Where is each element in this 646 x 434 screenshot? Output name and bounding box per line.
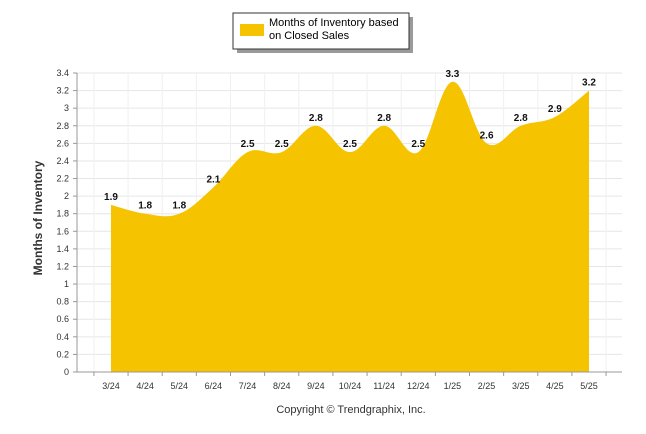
area-fill [111,81,589,373]
data-label: 2.5 [343,139,357,150]
data-label: 2.5 [411,139,425,150]
data-label: 2.8 [377,113,391,124]
x-tick-label: 12/24 [407,381,430,391]
y-axis-ticks: 0 0.2 0.4 0.6 0.8 1 1.2 1.4 1.6 1.8 2 2.2 2.4 2.6 2.8 3… [56,68,77,377]
data-label: 2.5 [275,139,289,150]
y-tick-label: 0.8 [56,297,69,307]
axes [76,73,622,373]
y-tick-label: 1.6 [56,226,69,236]
x-tick-label: 8/24 [273,381,291,391]
y-tick-label: 1.8 [56,209,69,219]
x-tick-label: 5/24 [171,381,189,391]
x-tick-label: 1/25 [444,381,462,391]
y-tick-label: 3 [64,103,69,113]
x-tick-label: 7/24 [239,381,257,391]
data-label: 3.2 [582,78,596,89]
y-tick-label: 0.2 [56,349,69,359]
data-label: 1.8 [138,201,152,212]
data-label: 2.8 [309,113,323,124]
legend-swatch [240,24,264,36]
x-tick-label: 9/24 [307,381,325,391]
y-tick-label: 1.2 [56,261,69,271]
x-tick-label: 2/25 [478,381,496,391]
y-tick-label: 2.6 [56,138,69,148]
y-tick-label: 2.8 [56,121,69,131]
y-tick-label: 2 [64,191,69,201]
data-label: 1.8 [172,201,186,212]
legend-label-line-1: Months of Inventory based [269,17,399,29]
y-tick-label: 0.6 [56,314,69,324]
x-tick-label: 5/25 [580,381,598,391]
area-series [111,81,589,373]
y-tick-label: 1 [64,279,69,289]
copyright-footer: Copyright © Trendgraphix, Inc. [276,404,425,416]
data-label: 3.3 [445,69,459,80]
y-tick-label: 3.4 [56,68,69,78]
data-label: 2.1 [206,174,220,185]
x-tick-label: 3/24 [102,381,120,391]
data-label: 1.9 [104,192,118,203]
x-tick-label: 4/24 [136,381,154,391]
y-tick-label: 3.2 [56,86,69,96]
data-label: 2.9 [548,104,562,115]
x-tick-label: 3/25 [512,381,530,391]
x-axis-ticks: 3/24 4/24 5/24 6/24 7/24 8/24 9/24 10/24 11/24 12… [93,372,607,391]
y-tick-label: 2.2 [56,174,69,184]
y-tick-label: 0 [64,367,69,377]
data-label: 2.6 [480,130,494,141]
data-labels: 1.9 1.8 1.8 2.1 2.5 2.5 2.8 2.5 2.8 2.5 3.3 2.6 2.8 2… [104,69,596,212]
x-tick-label: 10/24 [339,381,362,391]
y-tick-label: 0.4 [56,332,69,342]
y-tick-label: 1.4 [56,244,69,254]
legend: Months of Inventory based on Closed Sale… [232,12,413,53]
y-axis-title: Months of Inventory [31,160,45,275]
y-tick-label: 2.4 [56,156,69,166]
data-label: 2.5 [241,139,255,150]
legend-label-line-2: on Closed Sales [269,30,350,42]
x-tick-label: 6/24 [205,381,223,391]
data-label: 2.8 [514,113,528,124]
x-tick-label: 4/25 [546,381,564,391]
x-tick-label: 11/24 [373,381,395,391]
